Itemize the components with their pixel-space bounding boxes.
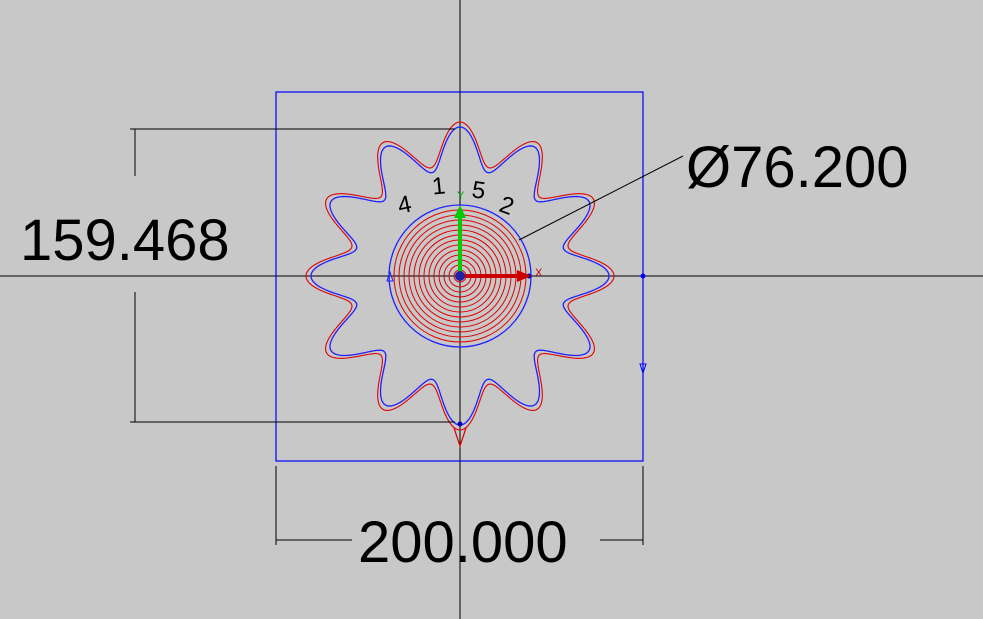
x-axis-label: X <box>535 267 543 279</box>
width-dimension[interactable]: 200.000 <box>275 466 644 575</box>
diameter-dimension-value[interactable]: Ø76.200 <box>686 135 909 200</box>
leader-line <box>518 155 684 241</box>
x-arrowhead-icon <box>517 270 531 282</box>
sequence-label: 4 <box>395 191 414 220</box>
diameter-dimension[interactable]: Ø76.200 <box>518 135 909 241</box>
coordinate-triad: X Y <box>454 190 543 282</box>
sequence-labels: 4 1 5 2 <box>395 172 517 221</box>
direction-arrow-icon <box>639 363 647 375</box>
stock-node-point[interactable] <box>640 273 646 279</box>
gear-toolpath[interactable] <box>305 121 615 431</box>
sequence-label: 5 <box>470 176 487 205</box>
origin-point <box>455 271 465 281</box>
height-dimension-value[interactable]: 159.468 <box>20 208 230 273</box>
width-dimension-value[interactable]: 200.000 <box>358 510 568 575</box>
lead-in-icon <box>453 427 467 448</box>
sequence-label: 2 <box>496 191 518 221</box>
sequence-label: 1 <box>431 172 447 200</box>
y-axis-label: Y <box>457 190 465 202</box>
height-dimension[interactable]: 159.468 <box>20 128 455 423</box>
arrow-marker-icon <box>386 270 394 282</box>
start-point[interactable] <box>457 421 463 427</box>
y-arrowhead-icon <box>454 205 466 218</box>
